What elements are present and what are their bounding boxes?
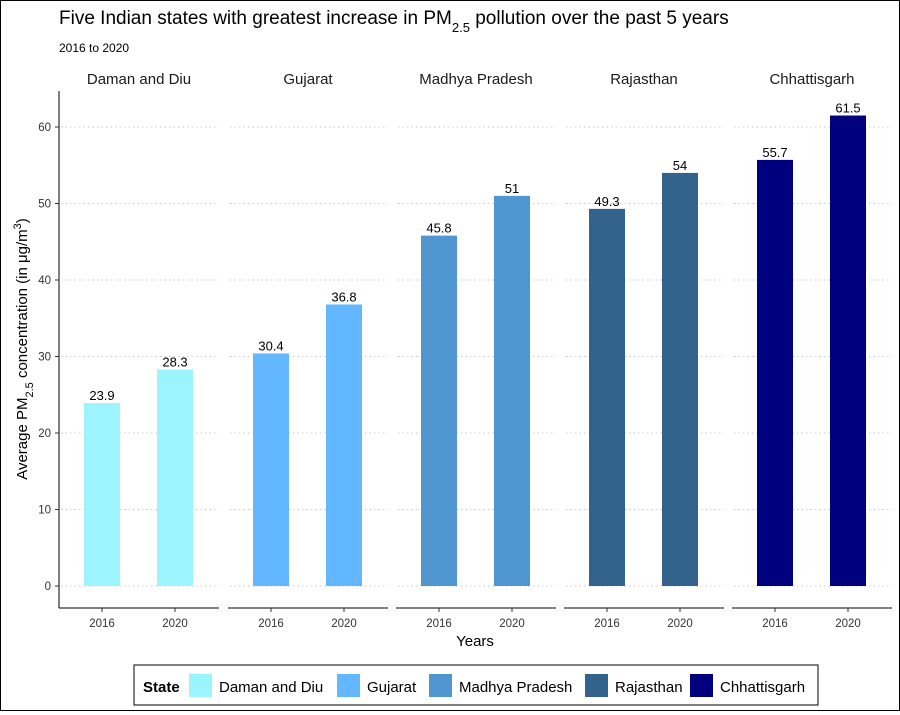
facet-rajasthan: Rajasthan 49.3 2016 54 2020 <box>564 71 724 630</box>
legend-key-swatch <box>189 674 212 697</box>
legend-entry-label: Chhattisgarh <box>720 679 805 696</box>
y-tick-label: 50 <box>38 199 51 211</box>
chart-title-main: Five Indian states with greatest increas… <box>59 8 452 29</box>
bar-2020 <box>494 195 530 586</box>
x-tick-label: 2020 <box>162 618 188 630</box>
legend-entry-label: Gujarat <box>367 679 417 696</box>
legend-entry-label: Rajasthan <box>615 679 683 696</box>
y-tick-label: 40 <box>38 275 51 287</box>
y-tick-label: 10 <box>38 505 51 517</box>
bar-value-label: 45.8 <box>426 221 451 236</box>
y-tick-label: 30 <box>38 352 51 364</box>
y-axis-title-middle: concentration (in μg/m <box>14 229 31 382</box>
y-axis-title-superscript: 3 <box>12 223 24 229</box>
facet-chhattisgarh: Chhattisgarh 55.7 2016 61.5 2020 <box>732 71 892 630</box>
bar-value-label: 61.5 <box>835 101 860 116</box>
x-tick-label: 2016 <box>258 618 284 630</box>
y-axis-title-prefix: Average PM <box>14 398 31 480</box>
bar-value-label: 55.7 <box>762 145 787 160</box>
legend-entry-label: Daman and Diu <box>219 679 323 696</box>
bar-2016 <box>421 235 457 586</box>
x-axis-title: Years <box>456 633 494 650</box>
legend-key-swatch <box>585 674 608 697</box>
legend-key-swatch <box>337 674 360 697</box>
bar-value-label: 23.9 <box>89 388 114 403</box>
y-axis-title: Average PM2.5 concentration (in μg/m3) <box>12 218 36 480</box>
bar-value-label: 49.3 <box>594 194 619 209</box>
y-tick-label: 60 <box>38 122 51 134</box>
x-tick-label: 2020 <box>667 618 693 630</box>
chart-title-subscript: 2.5 <box>452 20 470 35</box>
facet-panels: Daman and Diu 23.9 2016 28.3 2020 Gujarat 30.4… <box>59 71 892 630</box>
legend-key-swatch <box>690 674 713 697</box>
bar-2020 <box>326 304 362 586</box>
legend-entry-label: Madhya Pradesh <box>459 679 572 696</box>
y-axis-title-subscript: 2.5 <box>24 382 36 397</box>
facet-madhya-pradesh: Madhya Pradesh 45.8 2016 51 2020 <box>396 71 556 630</box>
x-tick-label: 2016 <box>89 618 115 630</box>
bar-2016 <box>253 353 289 586</box>
facet-gujarat: Gujarat 30.4 2016 36.8 2020 <box>228 71 388 630</box>
bar-value-label: 30.4 <box>258 338 283 353</box>
bar-2020 <box>157 369 193 586</box>
legend: State Daman and Diu Gujarat Madhya Pradesh… <box>133 664 819 706</box>
bar-value-label: 28.3 <box>162 355 187 370</box>
bar-2016 <box>589 208 625 587</box>
facet-strip-label: Gujarat <box>283 71 333 88</box>
facet-strip-label: Chhattisgarh <box>769 71 854 88</box>
y-axis-ticks: 0 10 20 30 40 50 60 <box>38 122 59 593</box>
x-tick-label: 2020 <box>835 618 861 630</box>
x-tick-label: 2020 <box>499 618 525 630</box>
facet-strip-label: Madhya Pradesh <box>419 71 532 88</box>
chart-title-suffix: pollution over the past 5 years <box>470 8 729 29</box>
bar-2016 <box>757 159 793 586</box>
chart-subtitle: 2016 to 2020 <box>59 41 129 55</box>
legend-key-swatch <box>429 674 452 697</box>
facet-daman-and-diu: Daman and Diu 23.9 2016 28.3 2020 <box>59 71 219 630</box>
y-axis-title-close: ) <box>14 218 31 223</box>
bar-2020 <box>830 115 866 587</box>
bar-value-label: 36.8 <box>331 289 356 304</box>
y-tick-label: 0 <box>45 581 51 593</box>
y-tick-label: 20 <box>38 428 51 440</box>
x-tick-label: 2016 <box>594 618 620 630</box>
chart-title: Five Indian states with greatest increas… <box>59 8 729 35</box>
facet-strip-label: Daman and Diu <box>87 71 191 88</box>
bar-value-label: 54 <box>673 158 687 173</box>
x-tick-label: 2016 <box>426 618 452 630</box>
bar-2016 <box>84 403 120 586</box>
bar-value-label: 51 <box>505 181 519 196</box>
x-tick-label: 2016 <box>762 618 788 630</box>
bar-2020 <box>662 172 698 586</box>
facet-strip-label: Rajasthan <box>610 71 678 88</box>
legend-title: State <box>143 679 180 696</box>
x-tick-label: 2020 <box>331 618 357 630</box>
